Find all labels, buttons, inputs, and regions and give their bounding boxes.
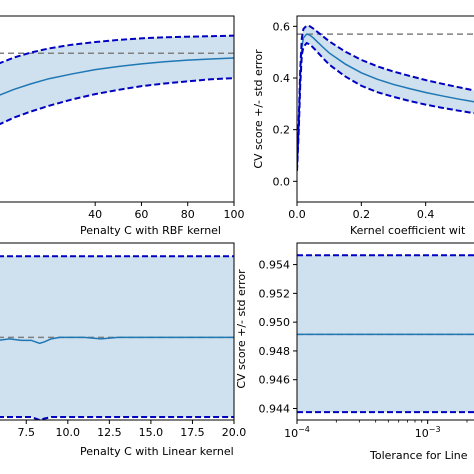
std-error-band (0, 35, 234, 125)
y-tick-label: 0.952 (259, 287, 291, 300)
x-tick-label: 10.0 (56, 426, 81, 439)
x-tick-label: 40 (88, 208, 102, 221)
x-axis-label: Tolerance for Line (369, 449, 468, 462)
y-tick-label: 0.944 (259, 402, 291, 415)
y-axis-label: CV score +/- std error (235, 269, 248, 389)
x-tick-label: 12.5 (97, 426, 122, 439)
x-tick-label: 0.4 (417, 208, 435, 221)
y-tick-label: 0.948 (259, 345, 291, 358)
x-tick-label: 17.5 (180, 426, 205, 439)
lower-bound-line (297, 41, 474, 172)
x-axis-label: Kernel coefficient wit (350, 224, 466, 237)
x-tick-label: 100 (224, 208, 245, 221)
y-tick-label: 0.954 (259, 259, 291, 272)
axes-frame (296, 242, 474, 421)
x-tick-label: 10−4 (284, 425, 310, 440)
x-axis-label: Penalty C with RBF kernel (80, 224, 221, 237)
axes-frame (0, 15, 235, 203)
x-tick-label: 60 (134, 208, 148, 221)
upper-bound-line (297, 24, 474, 166)
chart-panel-2: 0.0 0.2 0.4 0.0 0.2 0.4 0.6 Kernel coefficient … (252, 15, 474, 237)
axes-frame (0, 242, 235, 421)
chart-panel-4: 10−4 10−30.9440.9460.9480.9500.9520.954To… (235, 242, 474, 462)
plot-area-4 (297, 254, 474, 414)
axes-frame (296, 15, 474, 203)
mean-score-line (0, 57, 234, 96)
chart-panel-3: 7.5 10.0 12.5 15.0 17.5 20.0 Penalty C with Li… (0, 242, 247, 458)
x-axis-label: Penalty C with Linear kernel (80, 445, 234, 458)
x-tick-exponent: −3 (429, 425, 441, 434)
upper-bound-line (0, 34, 234, 65)
x-tick-label: 0.2 (353, 208, 371, 221)
x-tick-base: 10 (415, 427, 429, 440)
y-tick-label: 0.946 (259, 374, 291, 387)
lower-bound-line (0, 77, 234, 126)
y-tick-label: 0.0 (273, 175, 291, 188)
x-tick-label: 7.5 (18, 426, 36, 439)
x-tick-base: 10 (284, 427, 298, 440)
x-tick-label: 10−3 (415, 425, 441, 440)
y-axis-label: CV score +/- std error (252, 49, 265, 169)
x-tick-label: 15.0 (139, 426, 164, 439)
x-tick-label: 0.0 (288, 208, 306, 221)
mean-score-line (0, 336, 234, 345)
y-tick-label: 0.6 (273, 20, 291, 33)
y-tick-label: 0.950 (259, 316, 291, 329)
x-tick-label: 20.0 (222, 426, 247, 439)
plot-area-1 (0, 34, 234, 126)
x-tick-exponent: −4 (298, 425, 310, 434)
plot-area-2 (297, 24, 474, 172)
x-tick-label: 80 (181, 208, 195, 221)
y-tick-label: 0.4 (273, 72, 291, 85)
plot-area-3 (0, 255, 234, 420)
y-tick-label: 0.2 (273, 124, 291, 137)
